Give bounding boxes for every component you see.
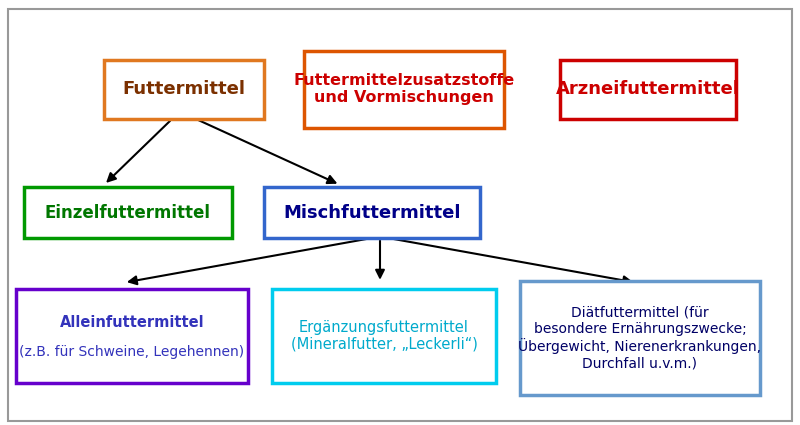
- Text: Futtermittelzusatzstoffe
und Vormischungen: Futtermittelzusatzstoffe und Vormischung…: [294, 73, 514, 105]
- FancyBboxPatch shape: [16, 289, 248, 382]
- Text: (z.B. für Schweine, Legehennen): (z.B. für Schweine, Legehennen): [19, 345, 245, 359]
- Text: Arzneifuttermittel: Arzneifuttermittel: [556, 80, 740, 98]
- FancyBboxPatch shape: [8, 8, 792, 421]
- Text: Mischfuttermittel: Mischfuttermittel: [283, 204, 461, 221]
- FancyBboxPatch shape: [520, 280, 760, 395]
- FancyBboxPatch shape: [264, 187, 480, 238]
- Text: Alleinfuttermittel: Alleinfuttermittel: [60, 315, 204, 330]
- Text: Diätfuttermittel (für
besondere Ernährungszwecke;
Übergewicht, Nierenerkrankunge: Diätfuttermittel (für besondere Ernährun…: [518, 306, 762, 370]
- Text: Einzelfuttermittel: Einzelfuttermittel: [45, 204, 211, 221]
- FancyBboxPatch shape: [560, 60, 736, 119]
- FancyBboxPatch shape: [272, 289, 496, 382]
- FancyBboxPatch shape: [304, 51, 504, 128]
- FancyBboxPatch shape: [104, 60, 264, 119]
- Text: Ergänzungsfuttermittel
(Mineralfutter, „Leckerli“): Ergänzungsfuttermittel (Mineralfutter, „…: [290, 320, 478, 352]
- Text: Futtermittel: Futtermittel: [122, 80, 246, 98]
- FancyBboxPatch shape: [24, 187, 232, 238]
